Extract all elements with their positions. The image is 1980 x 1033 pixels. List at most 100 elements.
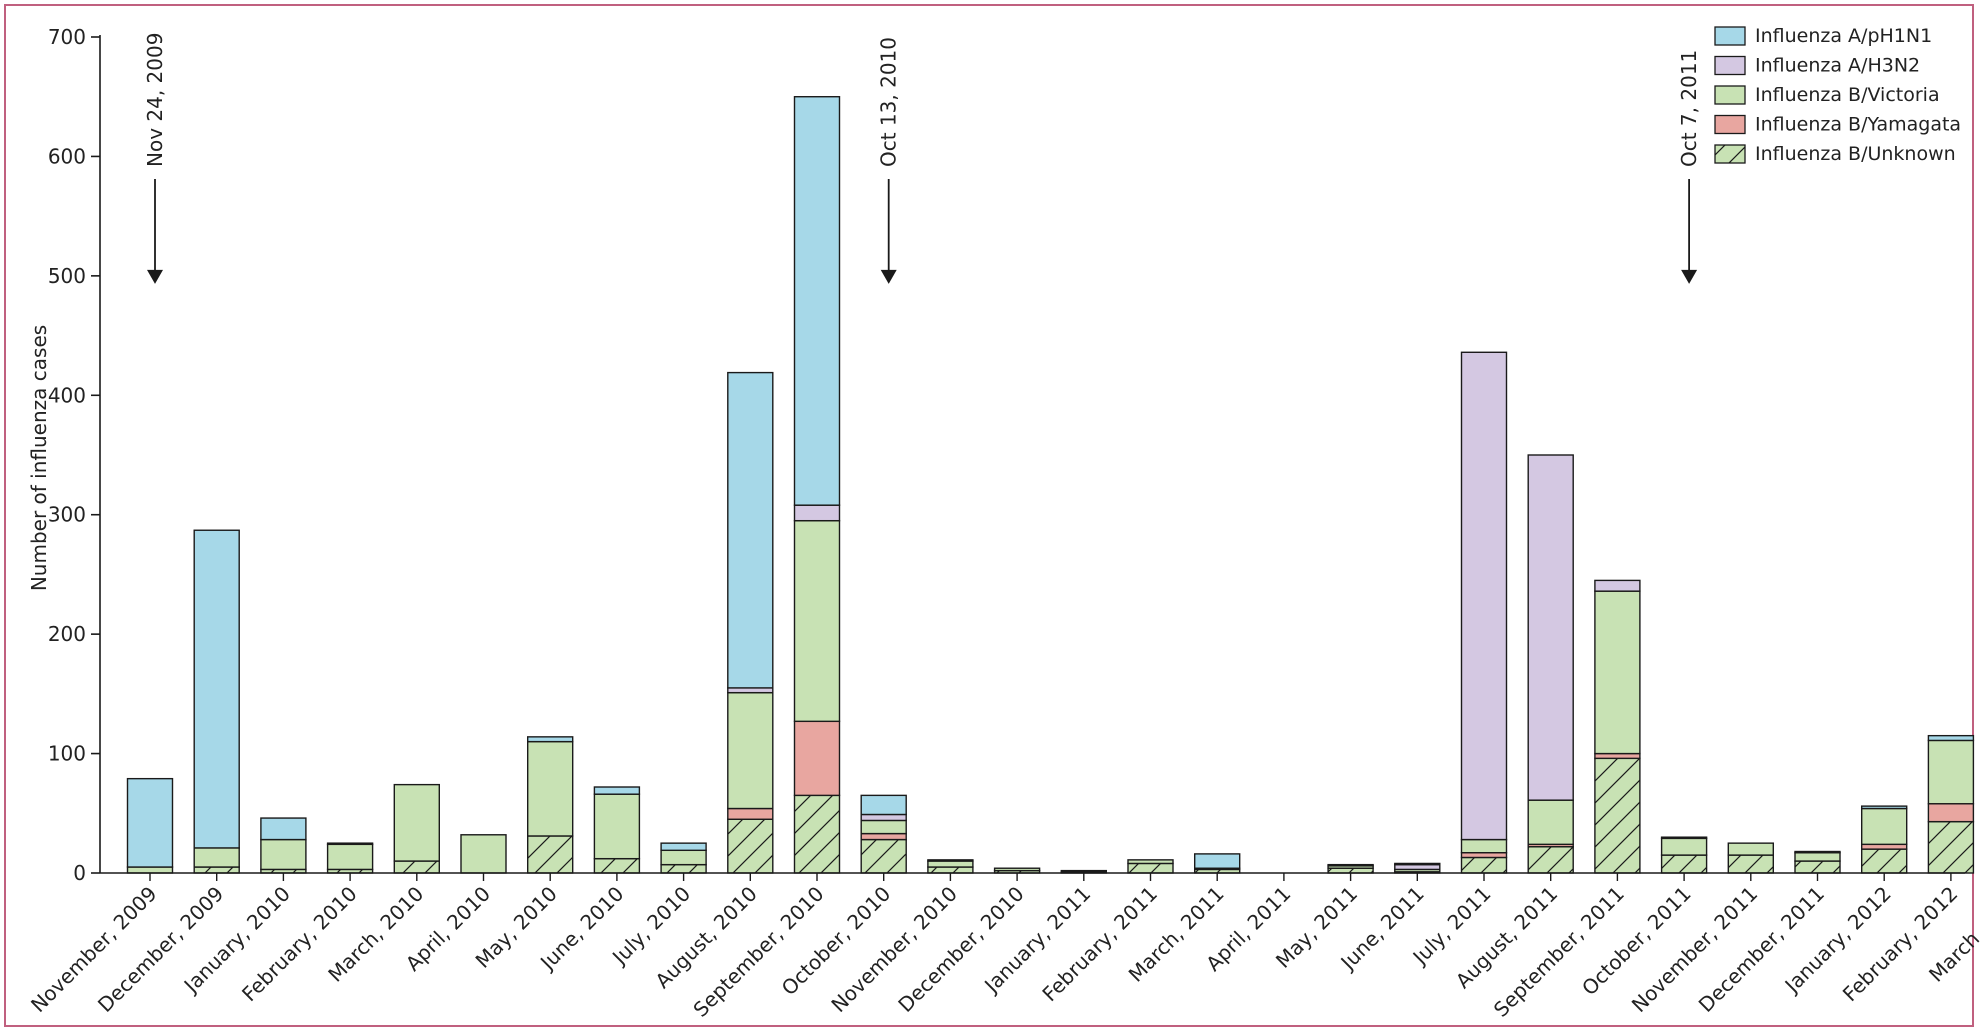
legend-swatch	[1714, 26, 1746, 46]
bar-segment-influenza-b-yamagata	[1460, 851, 1508, 859]
legend-label: Influenza B/Victoria	[1755, 84, 1940, 106]
y-tick-label: 700	[48, 25, 86, 49]
x-tick-label: December, 2009	[93, 882, 228, 1017]
bar-segment-influenza-b-victoria	[1927, 739, 1975, 805]
x-tick-label: November, 2009	[26, 882, 162, 1018]
bar-segment-influenza-b-victoria	[1594, 590, 1641, 755]
bar-segment-influenza-b-unknown	[393, 860, 440, 874]
bar-segment-influenza-b-unknown	[793, 794, 841, 874]
annotation-label: Oct 13, 2010	[877, 37, 901, 167]
y-tick-label: 500	[48, 264, 86, 288]
bar-segment-influenza-b-unknown	[727, 818, 774, 874]
y-tick-label: 600	[48, 144, 86, 168]
bar-segment-influenza-a-h3n2	[727, 687, 774, 694]
annotation-arrow-head	[880, 269, 897, 284]
bar-segment-influenza-b-unknown	[1727, 854, 1775, 874]
bar-segment-influenza-b-victoria	[860, 819, 907, 835]
bar-segment-influenza-b-victoria	[460, 834, 507, 874]
bar-segment-influenza-b-unknown	[1927, 820, 1975, 874]
annotation-arrow-head	[147, 269, 163, 284]
bar-segment-influenza-a-ph1n1	[660, 842, 707, 852]
bar-segment-influenza-a-ph1n1	[193, 529, 240, 849]
bar-segment-influenza-b-victoria	[1727, 842, 1775, 856]
bar-segment-influenza-b-unknown	[1594, 757, 1641, 874]
bar-segment-influenza-a-ph1n1	[527, 736, 574, 743]
bar-segment-influenza-b-unknown	[193, 866, 240, 874]
bar-segment-influenza-a-ph1n1	[126, 777, 174, 868]
annotation-arrow-head	[1681, 269, 1698, 284]
y-axis-title: Number of influenza cases	[27, 325, 51, 591]
bar-segment-influenza-b-victoria	[1660, 837, 1708, 856]
bar-segment-influenza-b-unknown	[593, 857, 641, 874]
legend-label: Influenza B/Yamagata	[1755, 114, 1961, 136]
y-tick-label: 400	[48, 383, 86, 407]
bar-segment-influenza-a-ph1n1	[1193, 853, 1241, 869]
x-tick-label: February, 2011	[1037, 882, 1162, 1007]
bar-segment-influenza-a-ph1n1	[1860, 805, 1908, 810]
bar-segment-influenza-b-unknown	[1860, 848, 1908, 874]
bar-segment-influenza-b-unknown	[860, 838, 907, 874]
bar-segment-influenza-a-ph1n1	[1927, 734, 1975, 742]
bar-segment-influenza-b-yamagata	[860, 832, 907, 841]
bar-segment-influenza-b-yamagata	[1594, 752, 1641, 760]
bar-segment-influenza-a-ph1n1	[326, 842, 374, 846]
bar-segment-influenza-b-victoria	[727, 691, 774, 810]
bar-segment-influenza-a-ph1n1	[927, 859, 974, 862]
bar-segment-influenza-b-victoria	[593, 793, 641, 860]
bar-segment-influenza-a-ph1n1	[1660, 836, 1708, 840]
bar-segment-influenza-b-yamagata	[1860, 843, 1908, 850]
bar-segment-influenza-b-unknown	[1460, 856, 1508, 874]
bar-segment-influenza-b-victoria	[1060, 869, 1108, 873]
bar-segment-influenza-a-h3n2	[1527, 454, 1574, 801]
bar-segment-influenza-b-victoria	[1860, 807, 1908, 846]
y-tick-label: 200	[48, 622, 86, 646]
y-tick-label: 300	[48, 503, 86, 527]
legend-swatch	[1714, 114, 1746, 135]
y-axis: 0 100 200 300 400 500 600 700	[48, 25, 101, 885]
bar-segment-influenza-b-victoria	[126, 866, 174, 874]
legend-label: Influenza A/H3N2	[1755, 55, 1920, 77]
x-tick-label: February, 2012	[1838, 882, 1963, 1007]
bar-segment-influenza-b-unknown	[527, 835, 574, 874]
legend-swatch	[1714, 85, 1746, 105]
bar-segment-influenza-a-ph1n1	[727, 371, 774, 689]
bar-segment-influenza-a-h3n2	[1460, 351, 1508, 841]
x-tick-label: December, 2011	[1694, 882, 1829, 1017]
x-tick-label: December, 2010	[893, 882, 1028, 1017]
bar-segment-influenza-b-victoria	[660, 849, 707, 866]
bar-segment-influenza-b-victoria	[393, 783, 440, 862]
legend-swatch	[1714, 144, 1746, 164]
bar-segment-influenza-b-victoria	[1794, 851, 1841, 862]
bar-segment-influenza-a-h3n2	[1594, 579, 1641, 592]
bar-segment-influenza-b-yamagata	[793, 720, 841, 797]
bar-segment-influenza-b-victoria	[527, 740, 574, 837]
bar-segment-influenza-a-ph1n1	[260, 817, 307, 841]
bar-segment-influenza-a-ph1n1	[1794, 850, 1841, 854]
bar-segment-influenza-b-victoria	[993, 867, 1041, 872]
bar-segment-influenza-a-h3n2	[1394, 863, 1441, 871]
annotation-label: Nov 24, 2009	[143, 33, 167, 167]
legend-label: Influenza B/Unknown	[1755, 143, 1956, 165]
bar-segment-influenza-b-unknown	[1127, 862, 1174, 874]
bar-segment-influenza-b-unknown	[1660, 854, 1708, 874]
legend-swatch	[1714, 55, 1746, 76]
annotation-label: Oct 7, 2011	[1677, 50, 1701, 167]
bar-segment-influenza-a-ph1n1	[1394, 862, 1441, 866]
bar-segment-influenza-b-victoria	[1460, 838, 1508, 854]
bar-segment-influenza-b-victoria	[793, 519, 841, 723]
legend-label: Influenza A/pH1N1	[1755, 25, 1932, 47]
bar-segment-influenza-b-victoria	[1127, 859, 1174, 865]
bar-segment-influenza-a-h3n2	[860, 813, 907, 822]
y-tick-label: 0	[73, 861, 86, 885]
annotations: Nov 24, 2009 Oct 13, 2010 Oct 7, 2011	[143, 33, 1701, 284]
y-tick-label: 100	[48, 742, 86, 766]
bar-segment-influenza-b-unknown	[1794, 860, 1841, 874]
bar-segment-influenza-b-unknown	[660, 863, 707, 874]
x-tick-label: February, 2010	[237, 882, 362, 1007]
x-tick-label: November, 2010	[826, 882, 962, 1018]
x-tick-label: November, 2011	[1627, 882, 1763, 1018]
bar-segment-influenza-a-ph1n1	[593, 786, 641, 795]
bars	[126, 96, 1975, 874]
